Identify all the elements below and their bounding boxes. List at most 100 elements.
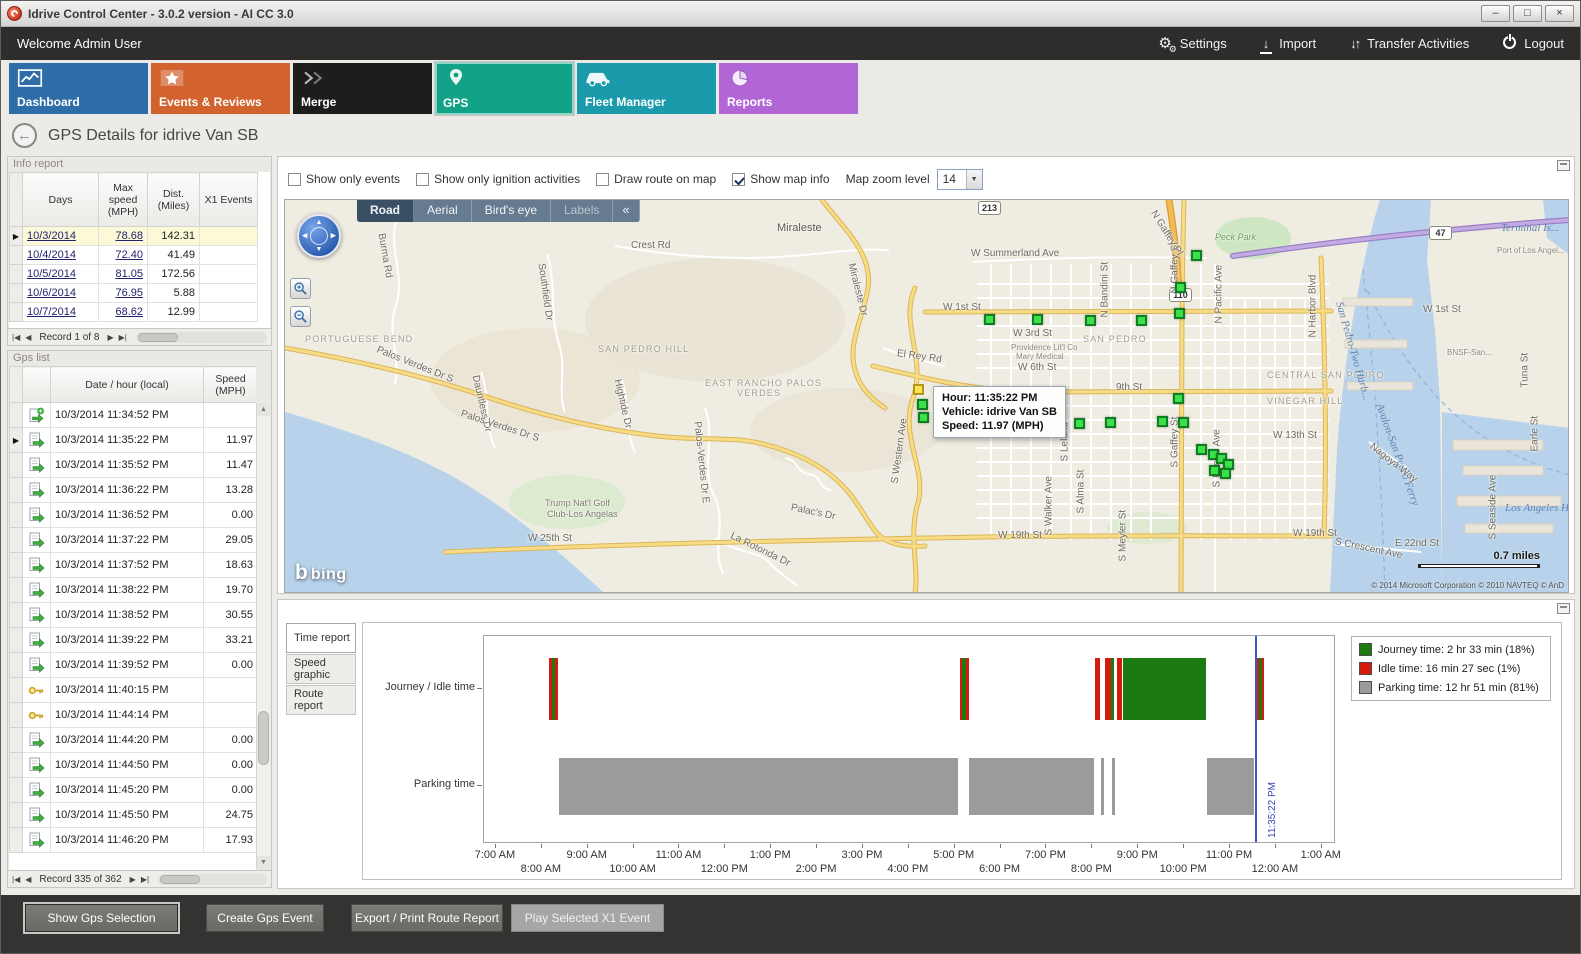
- gps-map-marker[interactable]: [1136, 315, 1147, 326]
- info-report-row[interactable]: ▶ 10/3/2014 78.68 142.31: [9, 226, 258, 246]
- cell-days[interactable]: 10/6/2014: [22, 283, 99, 303]
- cell-date-hour[interactable]: 10/3/2014 11:34:52 PM: [50, 402, 204, 428]
- collapse-panel-button[interactable]: [1557, 160, 1570, 171]
- last-page-button[interactable]: ▶|: [140, 874, 150, 884]
- gps-list-row[interactable]: 10/3/2014 11:40:15 PM: [9, 677, 256, 703]
- col-speed[interactable]: Speed (MPH): [203, 366, 256, 403]
- gps-map-marker[interactable]: [1178, 417, 1189, 428]
- prev-page-button[interactable]: ◀: [25, 874, 32, 884]
- gps-map-marker-event[interactable]: [913, 384, 924, 395]
- nav-tile-merge[interactable]: Merge: [293, 63, 432, 114]
- checkbox-show-only-ignition-activities[interactable]: Show only ignition activities: [416, 172, 580, 186]
- topbar-action-transfer-activities[interactable]: ↓↑ Transfer Activities: [1350, 36, 1469, 51]
- unchecked-checkbox-icon[interactable]: [596, 172, 610, 186]
- gps-map-marker[interactable]: [1085, 315, 1096, 326]
- vertical-scrollbar[interactable]: ▲ ▼: [256, 403, 270, 869]
- cell-max-speed[interactable]: 76.95: [98, 283, 148, 303]
- gps-map-marker[interactable]: [1216, 453, 1227, 464]
- checkbox-show-only-events[interactable]: Show only events: [288, 172, 400, 186]
- gps-list-row[interactable]: 10/3/2014 11:37:22 PM 29.05: [9, 527, 256, 553]
- prev-page-button[interactable]: ◀: [25, 332, 32, 342]
- last-page-button[interactable]: ▶|: [118, 332, 127, 342]
- cell-max-speed[interactable]: 81.05: [98, 264, 148, 284]
- minimize-button[interactable]: –: [1481, 5, 1510, 22]
- unchecked-checkbox-icon[interactable]: [288, 172, 301, 186]
- scrollbar-thumb[interactable]: [160, 874, 201, 884]
- gps-map-marker[interactable]: [1074, 418, 1085, 429]
- play-selected-x1-event-button[interactable]: Play Selected X1 Event: [511, 904, 664, 932]
- col-max-speed[interactable]: Max speed (MPH): [98, 172, 148, 227]
- cell-date-hour[interactable]: 10/3/2014 11:35:52 PM: [50, 452, 204, 478]
- gps-list-row[interactable]: 10/3/2014 11:44:14 PM: [9, 702, 256, 728]
- map-compass-control[interactable]: ▲ ▼ ◀ ▶: [297, 214, 341, 258]
- topbar-action-import[interactable]: ↓ Import: [1261, 36, 1316, 51]
- gps-list-row[interactable]: 10/3/2014 11:36:22 PM 13.28: [9, 477, 256, 503]
- cell-date-hour[interactable]: 10/3/2014 11:46:20 PM: [50, 827, 204, 853]
- pan-left-icon[interactable]: ◀: [302, 232, 308, 240]
- gps-list-row[interactable]: 10/3/2014 11:39:22 PM 33.21: [9, 627, 256, 653]
- gps-list-row[interactable]: 10/3/2014 11:38:22 PM 19.70: [9, 577, 256, 603]
- cell-max-speed[interactable]: 78.68: [98, 226, 148, 246]
- chart-tab-route-report[interactable]: Route report: [286, 685, 356, 715]
- pan-right-icon[interactable]: ▶: [330, 232, 336, 240]
- gps-map-marker[interactable]: [1220, 468, 1231, 479]
- cell-days[interactable]: 10/7/2014: [22, 302, 99, 322]
- checkbox-show-map-info[interactable]: Show map info: [732, 172, 830, 186]
- gps-map-marker[interactable]: [1032, 314, 1043, 325]
- gps-map-marker[interactable]: [1191, 250, 1202, 261]
- cell-max-speed[interactable]: 72.40: [98, 245, 148, 265]
- zoom-in-button[interactable]: [290, 278, 311, 299]
- info-report-row[interactable]: 10/5/2014 81.05 172.56: [9, 264, 258, 284]
- chevron-down-icon[interactable]: ▼: [965, 169, 982, 189]
- gps-map-marker[interactable]: [1105, 417, 1116, 428]
- topbar-action-logout[interactable]: Logout: [1503, 32, 1564, 52]
- show-gps-selection-button[interactable]: Show Gps Selection: [25, 904, 178, 932]
- next-page-button[interactable]: ▶: [107, 332, 114, 342]
- cell-date-hour[interactable]: 10/3/2014 11:38:52 PM: [50, 602, 204, 628]
- topbar-action-settings[interactable]: ⚙ ⚙ Settings: [1158, 36, 1226, 54]
- col-x1-events[interactable]: X1 Events: [199, 172, 258, 227]
- scrollbar-thumb[interactable]: [137, 332, 178, 342]
- nav-tile-fleet-manager[interactable]: Fleet Manager: [577, 63, 716, 114]
- gps-list-row[interactable]: 10/3/2014 11:38:52 PM 30.55: [9, 602, 256, 628]
- cell-date-hour[interactable]: 10/3/2014 11:40:15 PM: [50, 677, 204, 703]
- gps-list-row[interactable]: 10/3/2014 11:45:50 PM 24.75: [9, 802, 256, 828]
- gps-map-marker[interactable]: [1175, 282, 1186, 293]
- cell-days[interactable]: 10/3/2014: [22, 226, 99, 246]
- map[interactable]: 213 110 47 Miraleste Peck Park W Summerland A…: [284, 199, 1569, 593]
- gps-map-marker[interactable]: [1173, 393, 1184, 404]
- col-date-hour[interactable]: Date / hour (local): [50, 366, 204, 403]
- checked-checkbox-icon[interactable]: [732, 172, 746, 186]
- cell-date-hour[interactable]: 10/3/2014 11:44:14 PM: [50, 702, 204, 728]
- gps-list-row[interactable]: 10/3/2014 11:44:20 PM 0.00: [9, 727, 256, 753]
- cell-date-hour[interactable]: 10/3/2014 11:37:22 PM: [50, 527, 204, 553]
- cell-days[interactable]: 10/5/2014: [22, 264, 99, 284]
- scrollbar-thumb[interactable]: [258, 710, 269, 765]
- next-page-button[interactable]: ▶: [129, 874, 136, 884]
- cell-date-hour[interactable]: 10/3/2014 11:38:22 PM: [50, 577, 204, 603]
- map-view-tab-labels[interactable]: Labels: [551, 200, 614, 222]
- create-gps-event-button[interactable]: Create Gps Event: [206, 904, 324, 932]
- gps-map-marker[interactable]: [1209, 465, 1220, 476]
- gps-map-marker[interactable]: [918, 412, 929, 423]
- collapse-panel-button[interactable]: [1557, 603, 1570, 614]
- chart-tab-time-report[interactable]: Time report: [286, 623, 356, 653]
- map-view-tab-road[interactable]: Road: [357, 200, 414, 222]
- pan-up-icon[interactable]: ▲: [315, 219, 323, 226]
- horizontal-scrollbar[interactable]: [135, 331, 267, 343]
- gps-list-row[interactable]: 10/3/2014 11:34:52 PM: [9, 402, 256, 428]
- gps-list-row[interactable]: 10/3/2014 11:46:20 PM 17.93: [9, 827, 256, 853]
- export-print-route-report-button[interactable]: Export / Print Route Report: [351, 904, 503, 932]
- cell-date-hour[interactable]: 10/3/2014 11:35:22 PM: [50, 427, 204, 453]
- info-report-row[interactable]: 10/7/2014 68.62 12.99: [9, 302, 258, 322]
- time-cursor[interactable]: [1255, 636, 1258, 842]
- map-view-tab-aerial[interactable]: Aerial: [414, 200, 472, 222]
- scroll-down-arrow[interactable]: ▼: [257, 856, 270, 869]
- nav-tile-dashboard[interactable]: Dashboard: [9, 63, 148, 114]
- zoom-out-button[interactable]: [290, 306, 311, 327]
- nav-tile-reports[interactable]: Reports: [719, 63, 858, 114]
- scroll-up-arrow[interactable]: ▲: [257, 403, 270, 416]
- close-button[interactable]: ×: [1545, 5, 1574, 22]
- cell-date-hour[interactable]: 10/3/2014 11:44:20 PM: [50, 727, 204, 753]
- cell-date-hour[interactable]: 10/3/2014 11:44:50 PM: [50, 752, 204, 778]
